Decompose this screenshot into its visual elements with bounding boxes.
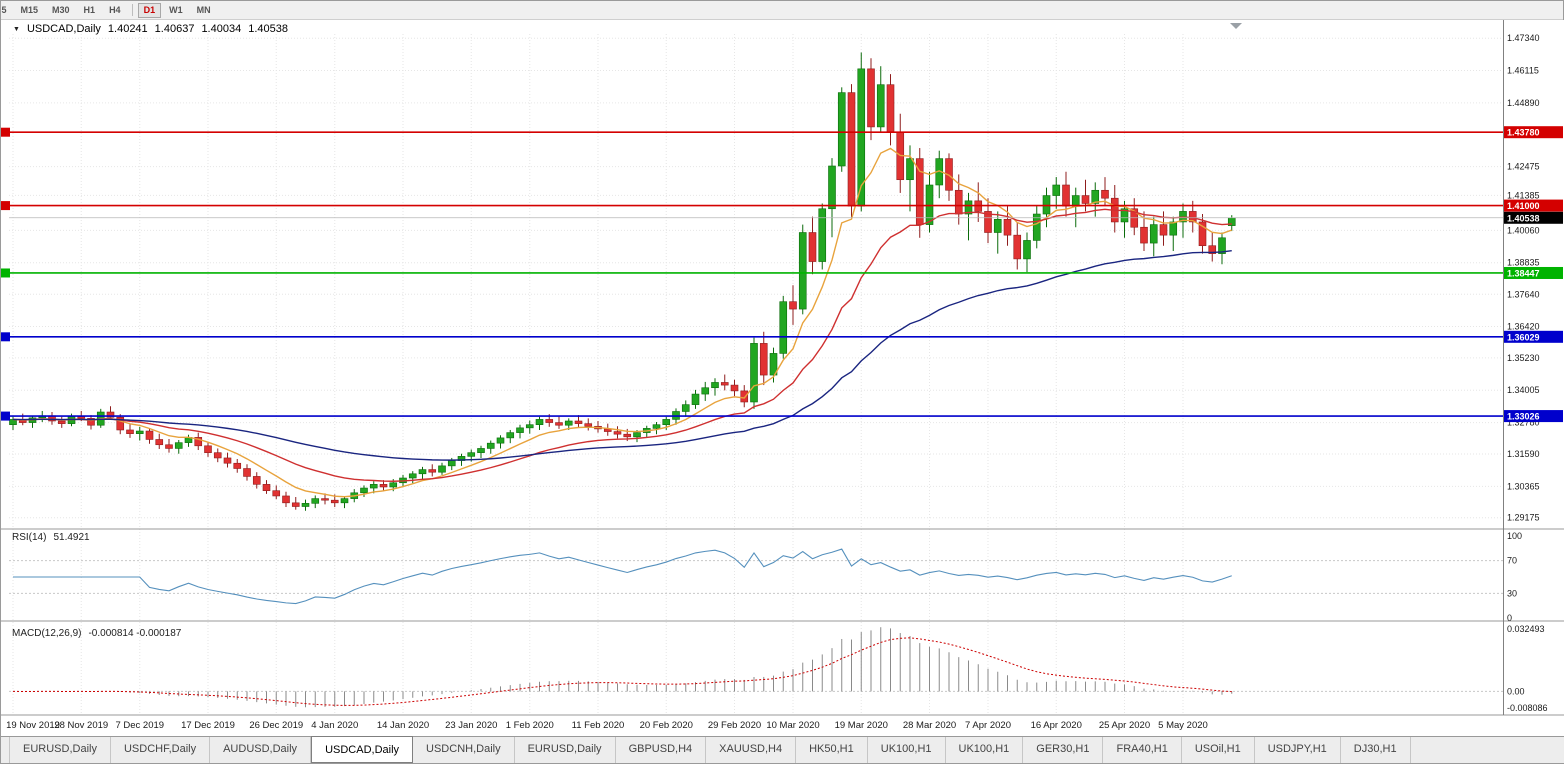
svg-text:26 Dec 2019: 26 Dec 2019 bbox=[249, 720, 303, 731]
toolbar-divider bbox=[131, 4, 133, 16]
symbol-tab[interactable]: USDJPY,H1 bbox=[1255, 737, 1341, 763]
timeframe-button[interactable]: MN bbox=[191, 3, 217, 18]
svg-text:1.47340: 1.47340 bbox=[1507, 33, 1540, 43]
svg-text:1.40538: 1.40538 bbox=[1507, 213, 1540, 223]
svg-text:1.32780: 1.32780 bbox=[1507, 418, 1540, 428]
symbol-tab[interactable]: UK100,H1 bbox=[868, 737, 946, 763]
svg-text:19 Nov 2019: 19 Nov 2019 bbox=[6, 720, 60, 731]
chart-area: 1.47340 1.46115 1.44890 1.42475 1.41385 1.400… bbox=[1, 20, 1564, 738]
svg-text:14 Jan 2020: 14 Jan 2020 bbox=[377, 720, 429, 731]
macd-layer bbox=[12, 627, 1233, 708]
svg-text:1.30365: 1.30365 bbox=[1507, 481, 1540, 491]
svg-text:1.35230: 1.35230 bbox=[1507, 353, 1540, 363]
svg-text:0: 0 bbox=[1507, 613, 1512, 623]
symbol-tab[interactable]: FRA40,H1 bbox=[1103, 737, 1182, 763]
timeframe-button[interactable]: H4 bbox=[103, 3, 127, 18]
moving-averages-layer bbox=[12, 147, 1232, 498]
svg-text:4 Jan 2020: 4 Jan 2020 bbox=[311, 720, 358, 731]
symbol-dropdown-icon[interactable]: ▼ bbox=[13, 25, 20, 33]
symbol-tab[interactable]: XAUUSD,H4 bbox=[706, 737, 797, 763]
svg-text:29 Feb 2020: 29 Feb 2020 bbox=[708, 720, 761, 731]
timeframe-button[interactable]: M15 bbox=[15, 3, 45, 18]
svg-text:17 Dec 2019: 17 Dec 2019 bbox=[181, 720, 235, 731]
svg-text:30: 30 bbox=[1507, 588, 1517, 598]
svg-text:1.29175: 1.29175 bbox=[1507, 513, 1540, 523]
svg-text:1.37640: 1.37640 bbox=[1507, 289, 1540, 299]
svg-text:1.42475: 1.42475 bbox=[1507, 162, 1540, 172]
svg-text:100: 100 bbox=[1507, 531, 1522, 541]
svg-text:1 Feb 2020: 1 Feb 2020 bbox=[506, 720, 554, 731]
svg-text:1.36029: 1.36029 bbox=[1507, 332, 1540, 342]
symbol-tab[interactable]: EURUSD,Daily bbox=[9, 737, 111, 763]
symbol-tab[interactable]: AUDUSD,Daily bbox=[210, 737, 312, 763]
candles-layer bbox=[9, 52, 1236, 511]
level-lines-layer bbox=[1, 127, 1503, 421]
symbol-tab[interactable]: GER30,H1 bbox=[1023, 737, 1104, 763]
grid-layer bbox=[9, 34, 1503, 715]
svg-text:7 Apr 2020: 7 Apr 2020 bbox=[965, 720, 1011, 731]
timeframe-button[interactable]: M5 bbox=[1, 3, 13, 18]
svg-text:10 Mar 2020: 10 Mar 2020 bbox=[766, 720, 819, 731]
svg-text:1.38835: 1.38835 bbox=[1507, 258, 1540, 268]
svg-text:7 Dec 2019: 7 Dec 2019 bbox=[115, 720, 164, 731]
svg-text:1.40060: 1.40060 bbox=[1507, 225, 1540, 235]
symbol-tab[interactable]: USDCHF,Daily bbox=[111, 737, 211, 763]
symbol-tab[interactable]: USDCNH,Daily bbox=[413, 737, 515, 763]
symbol-tab[interactable]: EURUSD,Daily bbox=[515, 737, 616, 763]
timeframe-button[interactable]: H1 bbox=[78, 3, 102, 18]
svg-text:25 Apr 2020: 25 Apr 2020 bbox=[1099, 720, 1150, 731]
symbol-tab[interactable]: USOil,H1 bbox=[1182, 737, 1255, 763]
svg-text:5 May 2020: 5 May 2020 bbox=[1158, 720, 1208, 731]
frame-layer bbox=[1, 20, 1564, 716]
svg-text:70: 70 bbox=[1507, 556, 1517, 566]
timeframe-button[interactable]: D1 bbox=[137, 2, 162, 18]
symbol-tab[interactable]: UK100,H1 bbox=[946, 737, 1024, 763]
svg-text:20 Feb 2020: 20 Feb 2020 bbox=[640, 720, 693, 731]
svg-text:1.34005: 1.34005 bbox=[1507, 385, 1540, 395]
svg-text:0.00: 0.00 bbox=[1507, 686, 1525, 696]
axis-layer: 1.47340 1.46115 1.44890 1.42475 1.41385 1.400… bbox=[6, 33, 1547, 731]
svg-text:19 Mar 2020: 19 Mar 2020 bbox=[835, 720, 888, 731]
svg-text:1.31590: 1.31590 bbox=[1507, 449, 1540, 459]
svg-text:0.032493: 0.032493 bbox=[1507, 624, 1545, 634]
timeframe-button[interactable]: M30 bbox=[46, 3, 76, 18]
svg-text:16 Apr 2020: 16 Apr 2020 bbox=[1031, 720, 1082, 731]
svg-text:-0.008086: -0.008086 bbox=[1507, 703, 1548, 713]
chart-shift-marker-icon bbox=[1230, 23, 1242, 29]
symbol-tabbar: EURUSD,Daily USDCHF,Daily AUDUSD,Daily USDC… bbox=[1, 736, 1564, 763]
svg-text:1.41000: 1.41000 bbox=[1507, 201, 1540, 211]
svg-text:28 Nov 2019: 28 Nov 2019 bbox=[54, 720, 108, 731]
svg-text:1.33026: 1.33026 bbox=[1507, 412, 1540, 422]
rsi-layer bbox=[13, 548, 1232, 605]
svg-text:1.38447: 1.38447 bbox=[1507, 268, 1540, 278]
svg-text:1.44890: 1.44890 bbox=[1507, 98, 1540, 108]
svg-text:1.43780: 1.43780 bbox=[1507, 128, 1540, 138]
symbol-tab[interactable]: GBPUSD,H4 bbox=[616, 737, 707, 763]
svg-text:1.46115: 1.46115 bbox=[1507, 66, 1539, 76]
symbol-tab[interactable]: USDCAD,Daily bbox=[311, 736, 414, 763]
price-chart[interactable]: 1.47340 1.46115 1.44890 1.42475 1.41385 1.400… bbox=[1, 20, 1564, 738]
svg-text:28 Mar 2020: 28 Mar 2020 bbox=[903, 720, 956, 731]
svg-text:23 Jan 2020: 23 Jan 2020 bbox=[445, 720, 497, 731]
svg-text:11 Feb 2020: 11 Feb 2020 bbox=[572, 720, 625, 731]
axis-price-boxes: 1.43780 1.41000 1.38447 1.36029 1.33026 1.405… bbox=[1504, 126, 1563, 423]
svg-text:1.36420: 1.36420 bbox=[1507, 321, 1540, 331]
symbol-tab[interactable]: DJ30,H1 bbox=[1341, 737, 1411, 763]
symbol-tab[interactable]: HK50,H1 bbox=[796, 737, 868, 763]
svg-text:1.41385: 1.41385 bbox=[1507, 190, 1540, 200]
timeframe-button[interactable]: W1 bbox=[163, 3, 189, 18]
